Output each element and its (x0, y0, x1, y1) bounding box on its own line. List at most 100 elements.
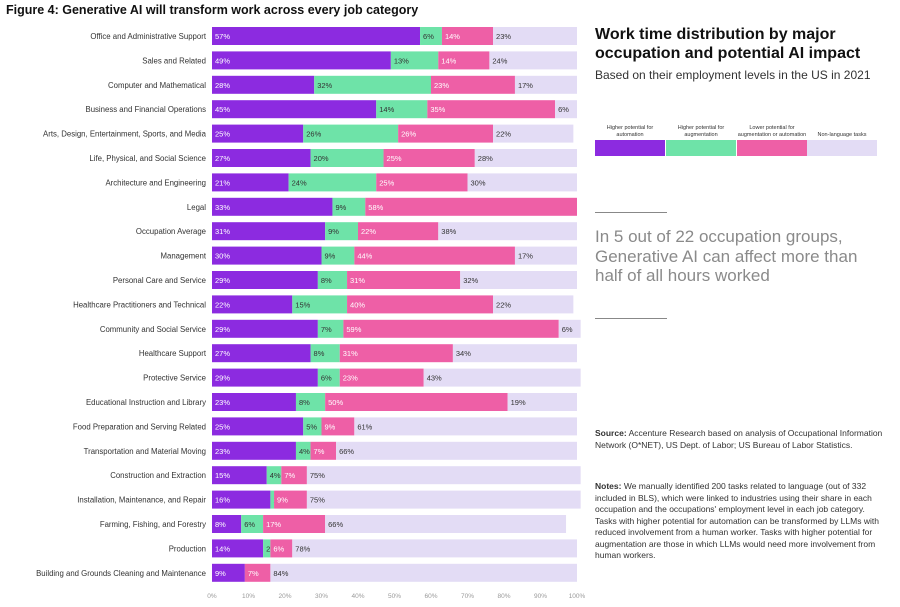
data-label-automation-office-and-administrative-support: 57% (215, 32, 230, 41)
bar-segment-lower-building-and-grounds-cleaning-and-maintenance (244, 563, 271, 582)
data-label-automation-legal: 33% (215, 203, 230, 212)
category-label-management: Management (160, 252, 206, 261)
bars-layer: 57% 6% 14% 23% 49% 13% 14% 24% 28% 32% 23% 17% 45% 14… (212, 27, 581, 582)
bar-segment-automation-sales-and-related (212, 51, 391, 70)
bar-segment-nonlanguage-sales-and-related (489, 51, 577, 70)
bar-segment-lower-educational-instruction-and-library (325, 393, 508, 411)
category-label-computer-and-mathematical: Computer and Mathematical (108, 81, 206, 90)
data-label-nonlanguage-architecture-and-engineering: 30% (471, 178, 486, 187)
bar-segment-lower-personal-care-and-service (347, 271, 461, 289)
category-label-personal-care-and-service: Personal Care and Service (113, 276, 206, 285)
data-label-automation-business-and-financial-operations: 45% (215, 105, 230, 114)
x-tick-8: 80% (497, 593, 510, 600)
bar-segment-nonlanguage-transportation-and-material-moving (336, 441, 577, 460)
bar-segment-nonlanguage-food-preparation-and-serving-related (354, 417, 577, 436)
category-label-installation-maintenance-and-repair: Installation, Maintenance, and Repair (77, 496, 206, 505)
bar-segment-lower-transportation-and-material-moving (310, 441, 337, 460)
legend-label-automation: Higher potential for automation (606, 125, 654, 138)
data-label-augmentation-management: 9% (325, 252, 336, 261)
data-label-lower-office-and-administrative-support: 14% (445, 32, 460, 41)
data-label-augmentation-office-and-administrative-support: 6% (423, 32, 434, 41)
data-label-lower-personal-care-and-service: 31% (350, 276, 365, 285)
data-label-nonlanguage-life-physical-and-social-science: 28% (478, 154, 493, 163)
bar-segment-automation-transportation-and-material-moving (212, 441, 296, 460)
bar-segment-nonlanguage-architecture-and-engineering (467, 173, 577, 192)
category-label-healthcare-practitioners-and-technical: Healthcare Practitioners and Technical (73, 300, 206, 309)
bar-segment-augmentation-arts-design-entertainment-sports-and-media (303, 124, 399, 143)
data-label-lower-healthcare-practitioners-and-technical: 40% (350, 300, 365, 309)
bar-segment-augmentation-farming-fishing-and-forestry (241, 515, 264, 533)
data-label-lower-arts-design-entertainment-sports-and-media: 26% (401, 130, 416, 139)
legend-swatch-automation (595, 140, 665, 156)
bar-segment-automation-production (212, 539, 264, 558)
data-label-lower-building-and-grounds-cleaning-and-maintenance: 7% (248, 569, 259, 578)
bar-segment-augmentation-production (263, 539, 271, 558)
x-tick-4: 40% (351, 593, 364, 600)
notes-text: We manually identified 200 tasks related… (595, 481, 879, 560)
data-label-augmentation-community-and-social-service: 7% (321, 325, 332, 334)
data-label-automation-healthcare-practitioners-and-technical: 22% (215, 300, 230, 309)
category-label-building-and-grounds-cleaning-and-maintenance: Building and Grounds Cleaning and Mainte… (36, 569, 206, 578)
legend-item-lower-potential: Lower potential for augmentation or auto… (737, 112, 807, 156)
callout-text: In 5 out of 22 occupation groups, Genera… (595, 227, 858, 285)
data-label-nonlanguage-production: 78% (295, 544, 310, 553)
bar-segment-lower-community-and-social-service (343, 319, 559, 338)
category-label-farming-fishing-and-forestry: Farming, Fishing, and Forestry (100, 520, 206, 529)
category-label-life-physical-and-social-science: Life, Physical, and Social Science (89, 154, 206, 163)
bar-segment-lower-production (270, 539, 293, 558)
legend-label-lower-potential: Lower potential for augmentation or auto… (737, 125, 807, 138)
side-panel-subtitle: Based on their employment levels in the … (595, 68, 871, 82)
source-note: Source: Accenture Research based on anal… (595, 428, 885, 451)
data-label-automation-installation-maintenance-and-repair: 16% (215, 496, 230, 505)
x-tick-9: 90% (534, 593, 547, 600)
bar-segment-automation-architecture-and-engineering (212, 173, 289, 192)
data-label-augmentation-transportation-and-material-moving: 4% (299, 447, 310, 456)
data-label-nonlanguage-management: 17% (518, 252, 533, 261)
data-label-nonlanguage-arts-design-entertainment-sports-and-media: 22% (496, 130, 511, 139)
data-label-nonlanguage-healthcare-practitioners-and-technical: 22% (496, 300, 511, 309)
bar-segment-nonlanguage-life-physical-and-social-science (474, 149, 577, 167)
bar-segment-lower-occupation-average (358, 222, 439, 241)
bar-segment-automation-building-and-grounds-cleaning-and-maintenance (212, 563, 245, 582)
bar-segment-automation-educational-instruction-and-library (212, 393, 296, 411)
bar-segment-nonlanguage-community-and-social-service (558, 319, 581, 338)
bar-segment-automation-personal-care-and-service (212, 271, 318, 289)
data-label-automation-farming-fishing-and-forestry: 8% (215, 520, 226, 529)
data-label-automation-construction-and-extraction: 15% (215, 471, 230, 480)
bar-segment-lower-legal (365, 197, 577, 216)
bar-segment-nonlanguage-educational-instruction-and-library (507, 393, 577, 411)
stacked-bar-chart: 57% 6% 14% 23% 49% 13% 14% 24% 28% 32% 23% 17% 45% 14… (36, 27, 585, 600)
data-label-nonlanguage-occupation-average: 38% (441, 227, 456, 236)
legend: Higher potential for automation Higher p… (595, 112, 877, 156)
bar-segment-automation-food-preparation-and-serving-related (212, 417, 304, 436)
data-label-lower-legal: 58% (368, 203, 383, 212)
data-label-nonlanguage-construction-and-extraction: 75% (310, 471, 325, 480)
category-label-healthcare-support: Healthcare Support (139, 349, 207, 358)
data-label-lower-sales-and-related: 14% (441, 56, 456, 65)
data-label-automation-arts-design-entertainment-sports-and-media: 25% (215, 130, 230, 139)
category-label-food-preparation-and-serving-related: Food Preparation and Serving Related (73, 422, 206, 431)
category-label-construction-and-extraction: Construction and Extraction (110, 471, 206, 480)
data-label-augmentation-healthcare-support: 8% (314, 349, 325, 358)
bar-segment-automation-community-and-social-service (212, 319, 318, 338)
data-label-automation-building-and-grounds-cleaning-and-maintenance: 9% (215, 569, 226, 578)
bar-segment-augmentation-computer-and-mathematical (314, 75, 431, 94)
legend-swatch-lower-potential (737, 140, 807, 156)
category-label-sales-and-related: Sales and Related (142, 56, 206, 65)
bar-segment-nonlanguage-arts-design-entertainment-sports-and-media (493, 124, 574, 143)
notes-label: Notes: (595, 481, 622, 491)
bar-segment-automation-arts-design-entertainment-sports-and-media (212, 124, 304, 143)
x-tick-10: 100% (569, 593, 585, 600)
data-label-lower-food-preparation-and-serving-related: 9% (325, 422, 336, 431)
bar-segment-augmentation-legal (332, 197, 366, 216)
x-tick-6: 60% (424, 593, 437, 600)
x-tick-0: 0% (207, 593, 217, 600)
data-label-nonlanguage-protective-service: 43% (427, 374, 442, 383)
data-label-lower-occupation-average: 22% (361, 227, 376, 236)
bar-segment-nonlanguage-management (514, 246, 577, 265)
data-label-augmentation-healthcare-practitioners-and-technical: 15% (295, 300, 310, 309)
bar-segment-nonlanguage-building-and-grounds-cleaning-and-maintenance (270, 563, 577, 582)
legend-label-augmentation: Higher potential for augmentation (677, 125, 725, 138)
data-label-nonlanguage-healthcare-support: 34% (456, 349, 471, 358)
data-label-lower-computer-and-mathematical: 23% (434, 81, 449, 90)
